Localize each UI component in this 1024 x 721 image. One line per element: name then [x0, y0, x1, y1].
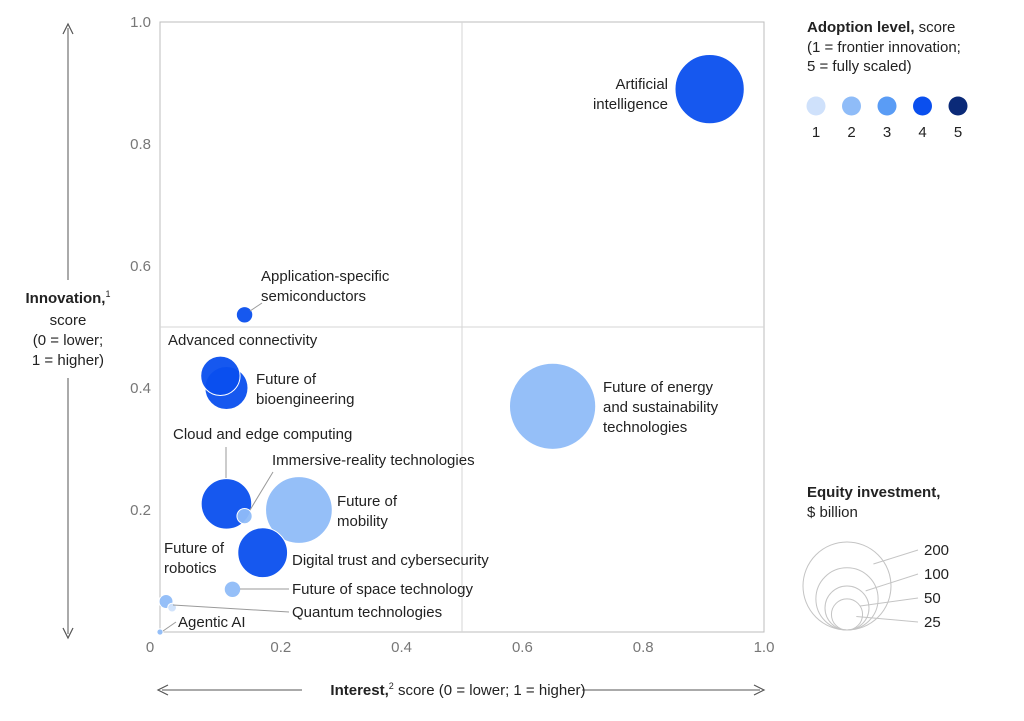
y-tick-label: 0.4 [130, 380, 151, 397]
legend-layer: Adoption level, score (1 = frontier innov… [802, 19, 968, 631]
adoption-legend-subtitle: (1 = frontier innovation; [807, 39, 961, 56]
adoption-level-label: 4 [918, 124, 926, 141]
bubble-label: and sustainability [603, 399, 719, 416]
leader-line [162, 621, 177, 632]
bubble-label: Future of [256, 371, 317, 388]
bubble-label: intelligence [593, 96, 668, 113]
leader-line [172, 604, 290, 613]
bubble-label: Immersive-reality technologies [272, 452, 475, 469]
y-axis-title: Innovation,1 [25, 289, 110, 307]
adoption-level-swatch [806, 96, 826, 116]
bubble-future-of-mobility [265, 476, 333, 544]
bubble-label: Advanced connectivity [168, 332, 318, 349]
leader-layer [162, 302, 290, 632]
bubble-future-of-energy-and-sustainability-technologies [508, 362, 597, 450]
adoption-level-label: 5 [954, 124, 962, 141]
y-tick-label: 0.8 [130, 136, 151, 153]
bubble-label: Future of energy [603, 379, 714, 396]
y-tick-label: 0.6 [130, 258, 151, 275]
investment-legend-unit: $ billion [807, 504, 858, 521]
x-tick-label: 0.2 [270, 639, 291, 656]
x-tick-label: 1.0 [754, 639, 775, 656]
investment-size-leader [865, 573, 919, 592]
x-axis-arrowhead-left [156, 684, 169, 696]
adoption-level-swatch [948, 96, 968, 116]
investment-size-circle [830, 598, 864, 631]
investment-size-label: 200 [924, 542, 949, 559]
bubble-artificial-intelligence [674, 53, 745, 125]
x-tick-label: 0 [146, 639, 154, 656]
investment-size-label: 25 [924, 614, 941, 631]
investment-size-label: 50 [924, 590, 941, 607]
investment-size-circle [824, 585, 870, 631]
investment-size-label: 100 [924, 566, 949, 583]
y-axis-arrowhead-down [62, 627, 74, 640]
x-tick-label: 0.4 [391, 639, 412, 656]
adoption-level-label: 1 [812, 124, 820, 141]
bubble-label: semiconductors [261, 288, 366, 305]
investment-legend-title: Equity investment, [807, 484, 940, 501]
bubble-label: Future of [164, 540, 225, 557]
leader-line [249, 302, 263, 312]
bubble-future-of-space-technology [223, 580, 242, 599]
bubble-label: Quantum technologies [292, 604, 442, 621]
adoption-level-swatch [913, 96, 932, 116]
adoption-level-swatch [842, 96, 861, 116]
y-axis-title-line: 1 = higher) [32, 352, 104, 369]
label-layer: Artificial intelligence Application-specif… [164, 76, 719, 631]
bubble-label: Agentic AI [178, 614, 246, 631]
y-tick-label: 1.0 [130, 14, 151, 31]
y-axis-title-line: score [50, 312, 87, 329]
x-tick-label: 0.8 [633, 639, 654, 656]
investment-size-leader [873, 549, 919, 565]
bubble-immersive-reality-technologies [236, 507, 253, 525]
adoption-level-label: 3 [883, 124, 891, 141]
bubble-label: mobility [337, 513, 388, 530]
investment-size-leader [860, 597, 919, 607]
bubble-label: Future of [337, 493, 398, 510]
bubble-label: robotics [164, 560, 217, 577]
adoption-level-label: 2 [847, 124, 855, 141]
bubble-digital-trust-and-cybersecurity [237, 527, 289, 579]
bubble-quantum-technologies [167, 602, 177, 613]
adoption-legend-subtitle: 5 = fully scaled) [807, 58, 912, 75]
grid-layer [159, 21, 765, 633]
bubble-label: Cloud and edge computing [173, 426, 352, 443]
y-tick-label: 0.2 [130, 502, 151, 519]
y-axis-title-line: (0 = lower; [33, 332, 103, 349]
axis-layer: 0 0.2 0.4 0.6 0.8 1.0 0.2 0.4 0.6 0.8 1.0 Innovatio… [25, 14, 774, 699]
bubble-label: Application-specific [261, 268, 390, 285]
x-axis-arrowhead-right [753, 684, 766, 696]
bubble-label: bioengineering [256, 391, 354, 408]
bubble-label: Digital trust and cybersecurity [292, 552, 489, 569]
bubble-application-specific-semiconductors [235, 306, 254, 324]
bubble-label: Artificial [615, 76, 668, 93]
x-tick-label: 0.6 [512, 639, 533, 656]
bubble-agentic-ai [156, 628, 164, 636]
y-axis-arrowhead-up [62, 22, 74, 35]
bubble-layer [156, 53, 745, 636]
leader-line [249, 471, 274, 511]
bubble-label: Future of space technology [292, 581, 473, 598]
x-axis-title: Interest,2 score (0 = lower; 1 = higher) [330, 681, 585, 699]
adoption-level-swatch [877, 96, 897, 116]
investment-size-leader [856, 615, 919, 623]
bubble-label: technologies [603, 419, 687, 436]
bubble-advanced-connectivity [200, 355, 241, 396]
adoption-legend-title: Adoption level, score [807, 19, 955, 36]
